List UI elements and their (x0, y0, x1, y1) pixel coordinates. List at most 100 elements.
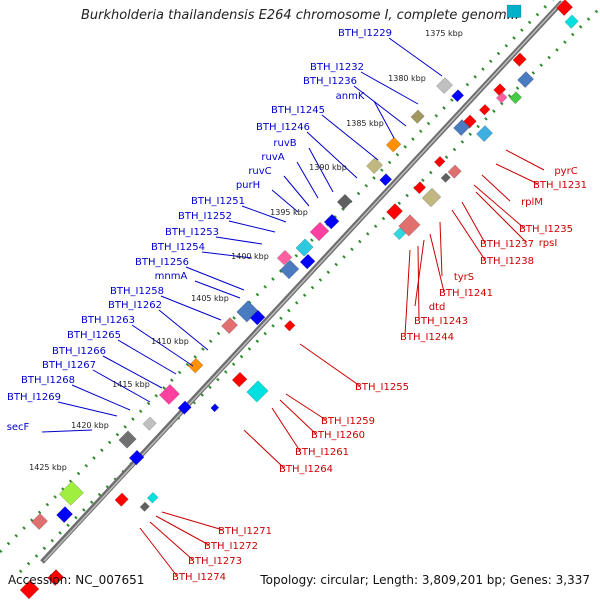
forward-leader-line (201, 251, 253, 259)
feature-block (447, 164, 462, 179)
feature-block (478, 103, 491, 116)
reverse-gene-label: BTH_I1238 (480, 256, 534, 267)
feature-block (410, 109, 425, 124)
reverse-leader-line (473, 184, 525, 229)
reverse-gene-label: BTH_I1235 (519, 224, 573, 235)
reverse-leader-line (451, 209, 486, 261)
forward-leader-line (296, 161, 319, 199)
feature-block (276, 249, 293, 266)
scale-tick-label: 1420 kbp (71, 421, 109, 430)
reverse-gene-label: BTH_I1264 (279, 464, 333, 475)
feature-block (366, 157, 383, 174)
reverse-gene-label: BTH_I1255 (355, 382, 409, 393)
feature-block (114, 492, 129, 507)
feature-track (19, 0, 579, 600)
feature-block (556, 0, 573, 16)
forward-leader-line (158, 309, 209, 351)
scale-tick-label: 1375 kbp (425, 29, 463, 38)
forward-leader-line (117, 339, 177, 375)
reverse-leader-line (271, 407, 301, 452)
reverse-gene-label: dtd (429, 302, 446, 313)
reverse-leader-line (243, 429, 285, 469)
backbone (40, 0, 564, 564)
forward-gene-label: BTH_I1246 (256, 122, 310, 133)
feature-block (177, 400, 192, 415)
forward-leader-line (71, 384, 131, 411)
feature-block (517, 71, 534, 88)
reverse-gene-label: BTH_I1261 (295, 447, 349, 458)
reverse-gene-label: BTH_I1231 (533, 180, 587, 191)
topology-text: Topology: circular; Length: 3,809,201 bp… (260, 573, 590, 587)
feature-block (56, 506, 73, 523)
forward-gene-label: BTH_I1267 (42, 360, 96, 371)
reverse-leader-line (279, 399, 317, 435)
forward-leader-line (373, 100, 395, 139)
forward-leader-line (388, 37, 443, 77)
feature-block (386, 203, 403, 220)
forward-leader-line (92, 369, 151, 403)
feature-block (221, 317, 238, 334)
reverse-leader-line (149, 521, 194, 561)
forward-leader-line (57, 401, 118, 417)
feature-block (246, 380, 269, 403)
forward-leader-line (41, 429, 93, 433)
feature-block (283, 319, 296, 332)
feature-block (58, 480, 84, 506)
reverse-gene-label: BTH_I1272 (204, 541, 258, 552)
accession-text: Accession: NC_007651 (8, 573, 145, 587)
forward-gene-label: ruvC (248, 166, 271, 177)
scale-tick-label: 1405 kbp (191, 294, 229, 303)
reverse-gene-label: BTH_I1273 (188, 556, 242, 567)
forward-leader-line (360, 71, 419, 105)
feature-block (210, 403, 220, 413)
feature-block (421, 187, 442, 208)
feature-block (19, 579, 40, 600)
forward-gene-label: BTH_I1229 (338, 28, 392, 39)
forward-gene-label: BTH_I1251 (191, 196, 245, 207)
forward-gene-label: secF (7, 422, 30, 433)
feature-block (451, 89, 465, 103)
reverse-leader-line (417, 245, 420, 321)
feature-block (142, 416, 157, 431)
reverse-leader-line (404, 249, 411, 337)
feature-block (159, 384, 180, 405)
forward-gene-label: BTH_I1245 (271, 105, 325, 116)
forward-leader-line (321, 114, 379, 161)
reverse-leader-line (139, 527, 178, 577)
reverse-leader-line (429, 233, 445, 293)
forward-gene-label: BTH_I1253 (165, 227, 219, 238)
scale-tick-label: 1390 kbp (309, 163, 347, 172)
feature-block (453, 119, 470, 136)
forward-leader-line (131, 324, 194, 367)
feature-block (393, 227, 407, 241)
feature-block (336, 193, 353, 210)
forward-gene-label: BTH_I1266 (52, 346, 106, 357)
forward-gene-label: BTH_I1236 (303, 76, 357, 87)
feature-block (379, 173, 393, 187)
forward-leader-line (308, 147, 334, 193)
feature-block (509, 91, 523, 105)
forward-gene-label: purH (236, 180, 260, 191)
feature-block (323, 213, 340, 230)
forward-leader-line (271, 189, 299, 213)
feature-block (495, 91, 508, 104)
forward-gene-label: BTH_I1232 (310, 62, 364, 73)
forward-gene-label: BTH_I1258 (110, 286, 164, 297)
reverse-gene-label: BTH_I1241 (439, 288, 493, 299)
feature-block (231, 371, 248, 388)
feature-block (139, 501, 150, 512)
forward-leader-line (353, 85, 407, 127)
reverse-gene-label: BTH_I1237 (480, 239, 534, 250)
reverse-leader-line (481, 174, 511, 202)
forward-leader-line (283, 175, 310, 207)
scale-tick-labels: 1375 kbp 1380 kbp 1385 kbp 1390 kbp 1395 kbp… (29, 29, 463, 472)
forward-gene-label: BTH_I1256 (135, 257, 189, 268)
label-leader-lines (41, 37, 545, 577)
gene-labels: BTH_I1229 BTH_I1232 BTH_I1236 anmK BTH_I1245… (7, 28, 587, 583)
forward-gene-label: BTH_I1265 (67, 330, 121, 341)
reverse-gene-label: BTH_I1260 (311, 430, 365, 441)
forward-leader-line (306, 131, 358, 179)
feature-block (279, 259, 300, 280)
forward-gene-label: ruvB (273, 138, 296, 149)
